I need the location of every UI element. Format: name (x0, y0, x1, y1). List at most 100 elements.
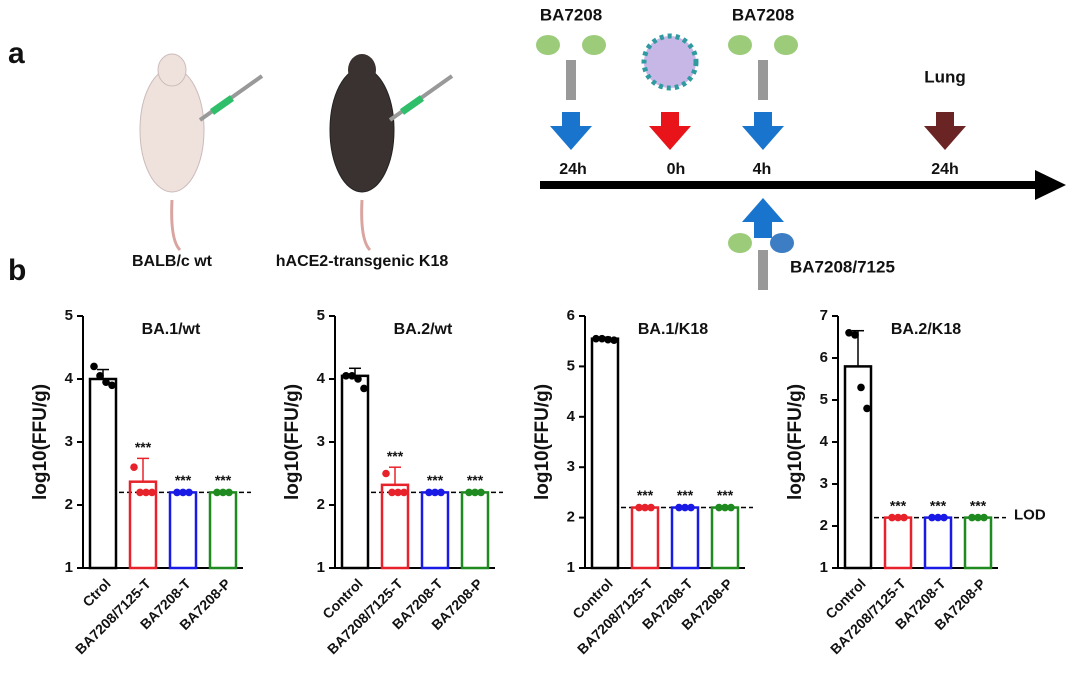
data-point (173, 488, 181, 497)
bar (128, 480, 158, 570)
y-axis-label: log10(FFU/g) (30, 384, 51, 500)
data-point (647, 503, 655, 512)
bar (168, 491, 198, 570)
y-tick-label: 5 (567, 357, 575, 374)
data-point (425, 488, 433, 497)
data-point (604, 335, 612, 344)
y-tick-label: 4 (317, 370, 326, 387)
y-tick-label: 5 (820, 391, 828, 408)
significance: *** (467, 472, 484, 488)
y-tick-label: 3 (567, 458, 575, 475)
y-tick-label: 6 (820, 349, 828, 366)
significance: *** (135, 439, 152, 455)
significance: *** (175, 472, 192, 488)
time-label: 4h (753, 161, 772, 178)
y-tick-label: 1 (567, 559, 575, 576)
y-tick-label: 4 (567, 408, 576, 425)
mouse-label: hACE2-transgenic K18 (276, 253, 449, 270)
data-point (845, 329, 853, 337)
bar (963, 516, 993, 570)
data-point (400, 488, 408, 497)
data-point (431, 488, 439, 497)
y-tick-label: 6 (567, 307, 575, 324)
data-point (888, 513, 896, 522)
y-tick-label: 1 (65, 559, 73, 576)
lod-label: LOD (1014, 507, 1046, 524)
significance: *** (930, 497, 947, 513)
chart-title: BA.1/K18 (638, 321, 708, 338)
data-point (610, 336, 618, 344)
data-point (219, 488, 227, 497)
data-point (857, 383, 865, 392)
bar (630, 506, 660, 570)
data-point (179, 488, 187, 497)
bar (380, 483, 410, 570)
y-tick-label: 3 (317, 433, 325, 450)
bar (590, 337, 620, 570)
significance: *** (387, 448, 404, 464)
arrows (540, 112, 1066, 238)
time-label: 0h (667, 161, 686, 178)
data-point (225, 488, 233, 497)
y-tick-label: 2 (317, 496, 325, 513)
y-tick-label: 2 (820, 517, 828, 534)
data-point (641, 503, 649, 512)
data-point (477, 488, 485, 497)
bar (208, 491, 238, 570)
data-point (394, 488, 402, 497)
bar (88, 377, 118, 570)
significance: *** (215, 472, 232, 488)
data-point (465, 488, 473, 497)
y-tick-label: 4 (65, 370, 74, 387)
data-point (681, 503, 689, 512)
data-point (354, 375, 362, 383)
data-point (148, 488, 156, 497)
y-axis-label: log10(FFU/g) (785, 384, 806, 500)
data-point (675, 503, 683, 512)
chart-title: BA.2/wt (394, 321, 453, 338)
data-point (185, 488, 193, 497)
data-point (715, 503, 723, 512)
data-point (213, 488, 221, 497)
significance: *** (427, 472, 444, 488)
panel-label: b (8, 254, 26, 287)
data-point (863, 404, 871, 413)
data-point (360, 384, 368, 393)
significance: *** (637, 487, 654, 503)
bar (460, 491, 490, 570)
data-point (136, 488, 144, 497)
y-tick-label: 2 (65, 496, 73, 513)
data-point (108, 381, 116, 390)
time-label: 24h (931, 161, 959, 178)
organ-label: Lung (924, 67, 966, 86)
antibody-icon (536, 35, 798, 290)
data-point (687, 503, 695, 512)
data-point (635, 503, 643, 512)
data-point (928, 513, 936, 522)
data-point (90, 362, 98, 371)
data-point (894, 513, 902, 522)
data-point (934, 513, 942, 522)
y-tick-label: 3 (820, 475, 828, 492)
x-tick-label: Ctrol (79, 575, 113, 609)
significance: *** (717, 487, 734, 503)
data-point (592, 334, 600, 343)
significance: *** (677, 487, 694, 503)
mouse-white (139, 53, 264, 252)
mouse-black (329, 54, 454, 252)
bar (843, 365, 873, 570)
data-point (382, 469, 390, 478)
data-point (96, 372, 104, 380)
antibody-label: BA7208/7125 (790, 257, 895, 276)
data-point (900, 513, 908, 522)
bar (923, 516, 953, 570)
data-point (130, 463, 138, 472)
y-tick-label: 3 (65, 433, 73, 450)
y-tick-label: 2 (567, 509, 575, 526)
y-tick-label: 7 (820, 307, 828, 324)
data-point (980, 513, 988, 522)
data-point (974, 513, 982, 522)
bar (670, 506, 700, 570)
data-point (940, 513, 948, 522)
